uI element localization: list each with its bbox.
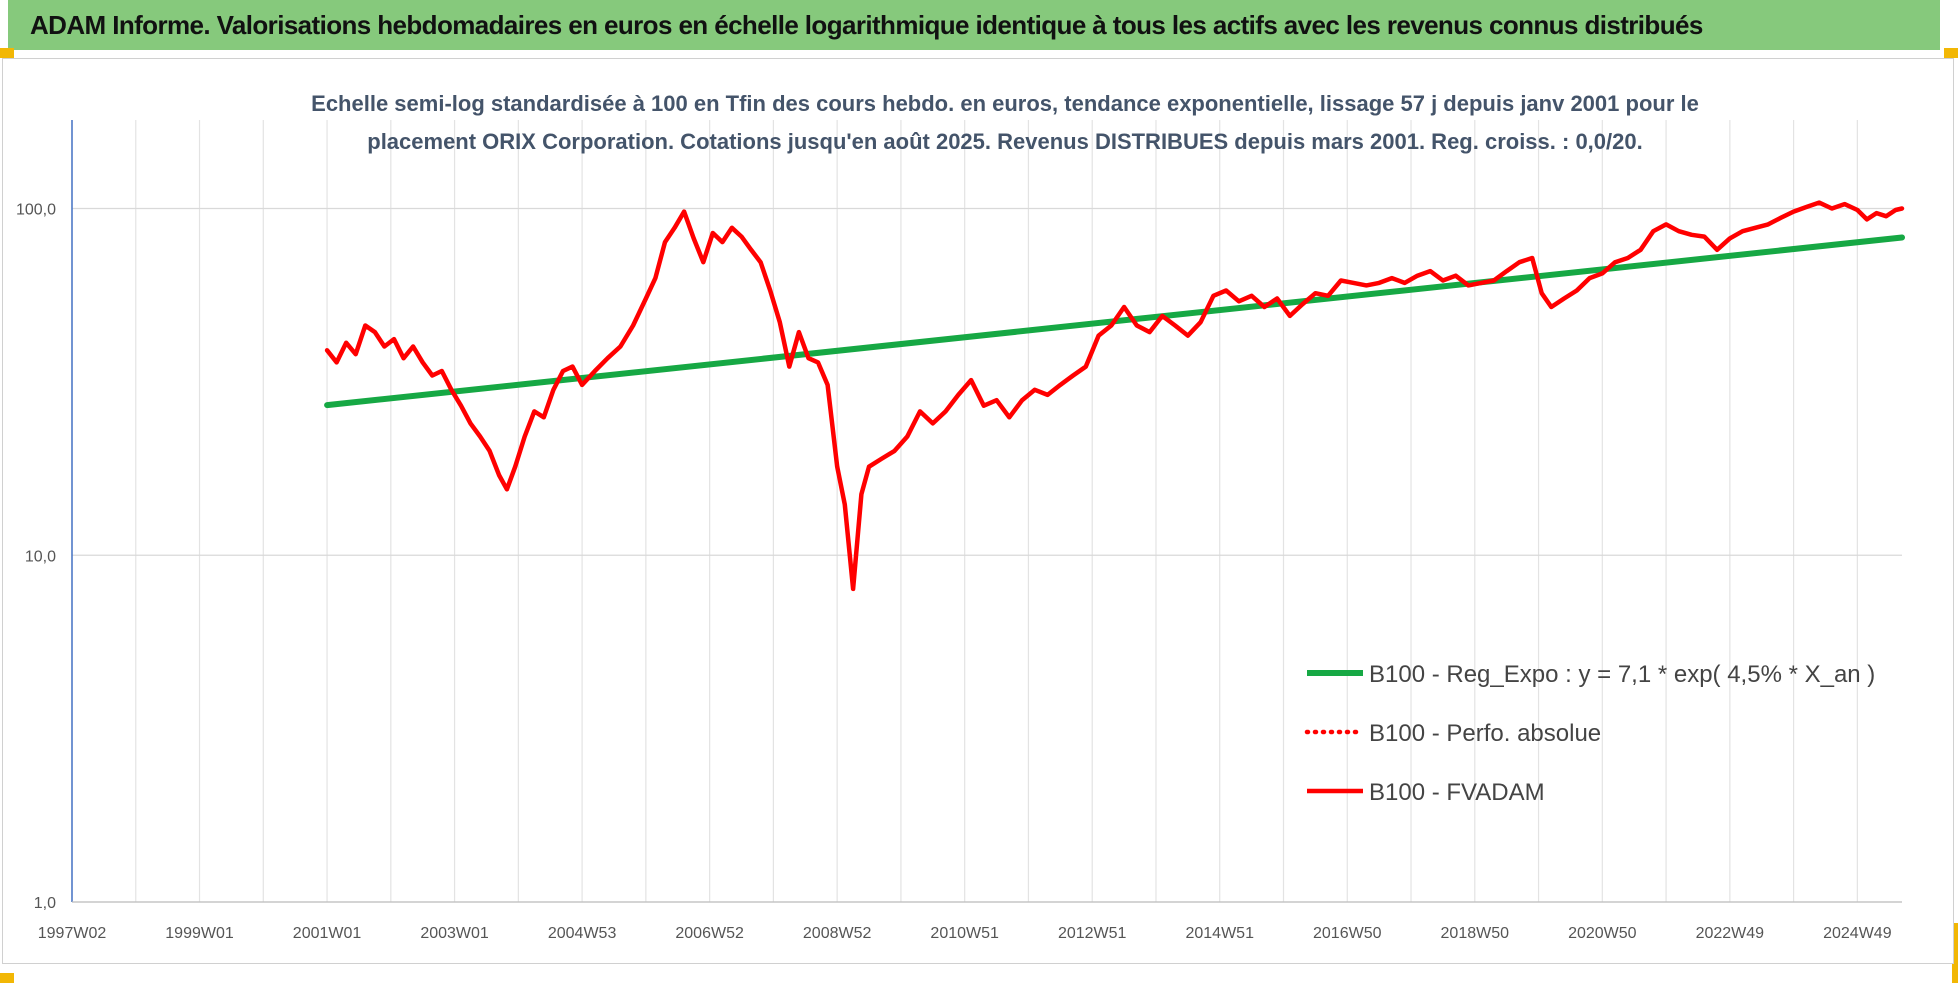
x-tick-label: 2020W50	[1568, 925, 1637, 942]
legend: B100 - Reg_Expo : y = 7,1 * exp( 4,5% * …	[1304, 661, 1875, 806]
x-tick-label: 2014W51	[1185, 925, 1254, 942]
x-tick-label: 1999W01	[165, 925, 234, 942]
corner-mark-top-right	[1944, 48, 1958, 58]
corner-mark-bottom-left	[0, 973, 14, 983]
header-bar: ADAM Informe. Valorisations hebdomadaire…	[8, 0, 1940, 50]
x-tick-label: 2003W01	[420, 925, 489, 942]
x-tick-label: 2004W53	[548, 925, 617, 942]
x-tick-label: 2022W49	[1696, 925, 1765, 942]
y-tick-label: 100,0	[16, 202, 56, 219]
header-title: ADAM Informe. Valorisations hebdomadaire…	[30, 9, 1703, 40]
series-line-2	[324, 200, 1905, 592]
series-layer	[324, 200, 1905, 592]
chart-subtitle-line: placement ORIX Corporation. Cotations ju…	[367, 129, 1642, 154]
corner-mark-top-left	[0, 48, 14, 58]
x-tick-label: 2001W01	[293, 925, 362, 942]
x-tick-label: 2010W51	[930, 925, 999, 942]
legend-label-0: B100 - Reg_Expo : y = 7,1 * exp( 4,5% * …	[1369, 661, 1875, 688]
grid-layer	[71, 120, 1902, 903]
x-tick-label: 2024W49	[1823, 925, 1892, 942]
y-tick-label: 10,0	[25, 548, 56, 565]
x-tick-label: 2008W52	[803, 925, 872, 942]
x-tick-label: 2018W50	[1441, 925, 1510, 942]
legend-label-1: B100 - Perfo. absolue	[1369, 720, 1601, 747]
x-tick-label: 2006W52	[675, 925, 744, 942]
legend-label-2: B100 - FVADAM	[1369, 779, 1545, 806]
x-tick-label: 2012W51	[1058, 925, 1127, 942]
chart-subtitle: Echelle semi-log standardisée à 100 en T…	[311, 91, 1699, 154]
x-tick-label: 2016W50	[1313, 925, 1382, 942]
corner-mark-bottom-right	[1952, 923, 1958, 983]
x-tick-label: 1997W02	[38, 925, 107, 942]
axis-layer: 1,0 10,0 100,0 1997W02 1999W01 2001W01 2003W01…	[16, 120, 1902, 942]
y-tick-label: 1,0	[34, 895, 56, 912]
chart-subtitle-line: Echelle semi-log standardisée à 100 en T…	[311, 91, 1699, 116]
